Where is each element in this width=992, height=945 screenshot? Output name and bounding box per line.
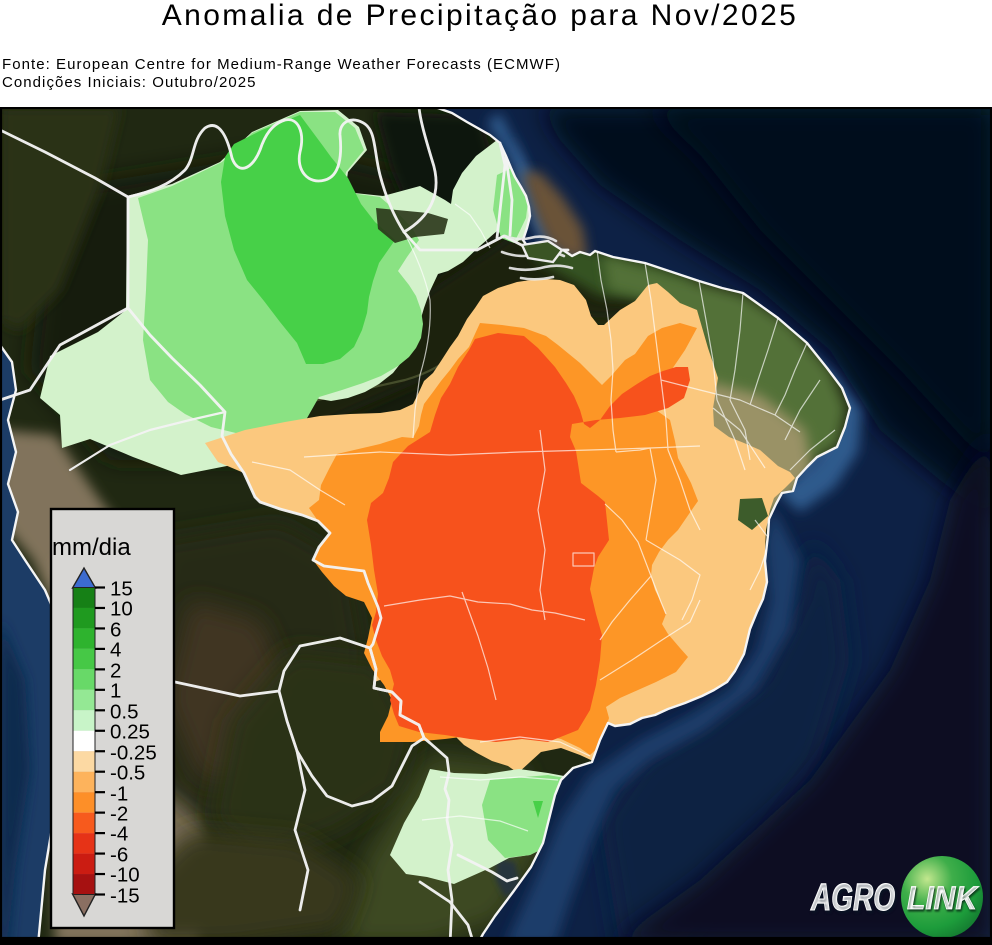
svg-text:-15: -15 bbox=[110, 885, 140, 908]
svg-text:AGRO: AGRO bbox=[810, 877, 895, 919]
svg-text:-0.5: -0.5 bbox=[110, 762, 145, 785]
svg-text:10: 10 bbox=[110, 598, 133, 621]
svg-text:15: 15 bbox=[110, 578, 133, 601]
svg-text:-1: -1 bbox=[110, 783, 128, 806]
svg-text:0.5: 0.5 bbox=[110, 701, 139, 724]
svg-text:6: 6 bbox=[110, 619, 121, 642]
svg-text:-4: -4 bbox=[110, 823, 128, 846]
svg-text:-0.25: -0.25 bbox=[110, 742, 157, 765]
svg-text:mm/dia: mm/dia bbox=[52, 534, 131, 561]
svg-text:-10: -10 bbox=[110, 864, 140, 887]
svg-text:1: 1 bbox=[110, 680, 121, 703]
svg-text:-2: -2 bbox=[110, 803, 128, 826]
svg-text:4: 4 bbox=[110, 639, 121, 662]
svg-text:0.25: 0.25 bbox=[110, 721, 150, 744]
svg-text:LINK: LINK bbox=[907, 880, 980, 916]
svg-text:2: 2 bbox=[110, 660, 121, 683]
svg-text:-6: -6 bbox=[110, 844, 128, 867]
